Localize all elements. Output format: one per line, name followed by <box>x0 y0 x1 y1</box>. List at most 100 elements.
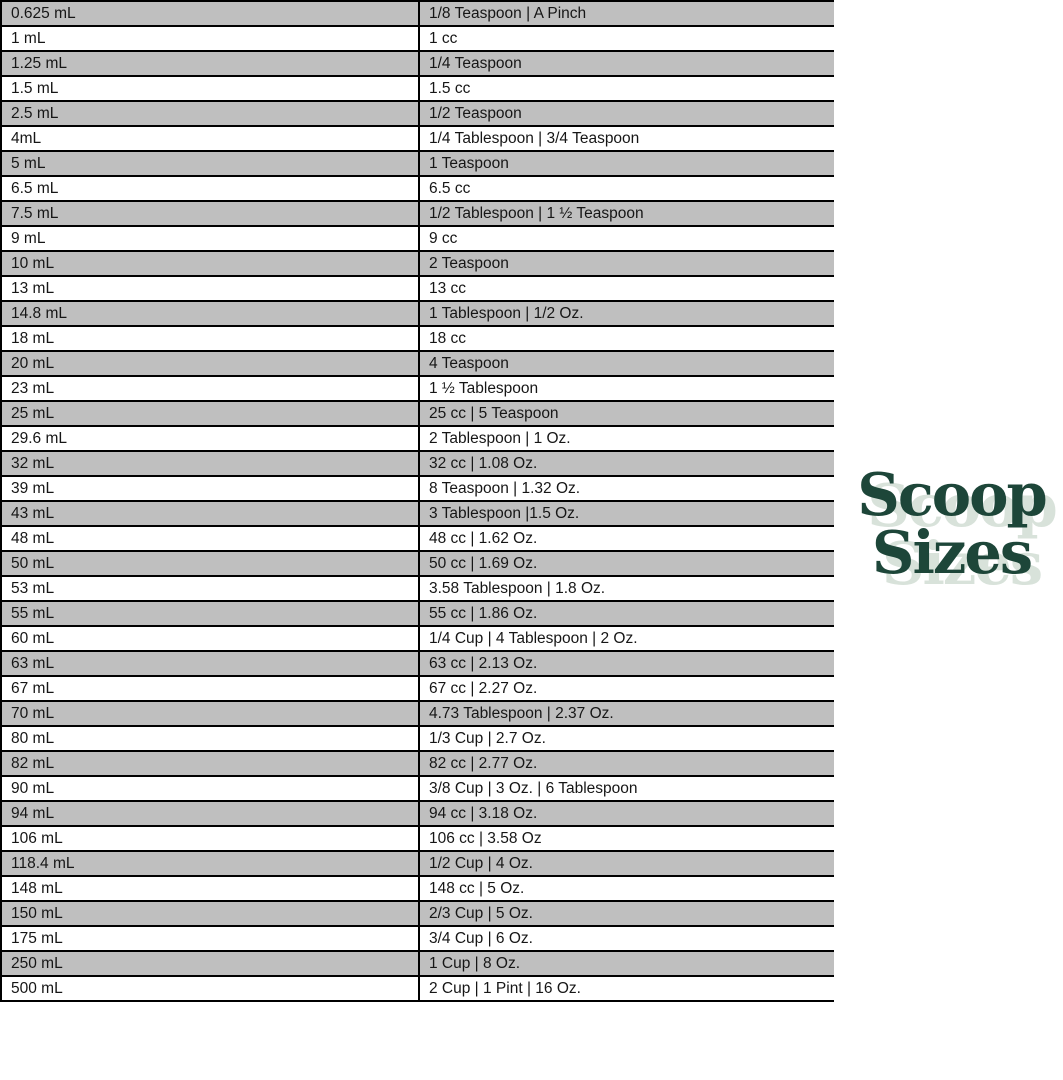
ml-cell: 90 mL <box>0 775 420 802</box>
equivalent-cell: 4 Teaspoon <box>418 350 834 377</box>
ml-cell: 150 mL <box>0 900 420 927</box>
table-row: 118.4 mL 1/2 Cup | 4 Oz. <box>0 850 834 877</box>
equivalent-cell: 32 cc | 1.08 Oz. <box>418 450 834 477</box>
equivalent-cell: 13 cc <box>418 275 834 302</box>
ml-cell: 48 mL <box>0 525 420 552</box>
ml-cell: 23 mL <box>0 375 420 402</box>
ml-cell: 1.25 mL <box>0 50 420 77</box>
equivalent-cell: 1 Tablespoon | 1/2 Oz. <box>418 300 834 327</box>
table-row: 500 mL 2 Cup | 1 Pint | 16 Oz. <box>0 975 834 1002</box>
table-row: 5 mL 1 Teaspoon <box>0 150 834 177</box>
table-row: 1.5 mL 1.5 cc <box>0 75 834 102</box>
table-row: 39 mL 8 Teaspoon | 1.32 Oz. <box>0 475 834 502</box>
ml-cell: 2.5 mL <box>0 100 420 127</box>
ml-cell: 6.5 mL <box>0 175 420 202</box>
equivalent-cell: 1.5 cc <box>418 75 834 102</box>
table-row: 43 mL 3 Tablespoon |1.5 Oz. <box>0 500 834 527</box>
scoop-size-conversion-table: 0.625 mL 1/8 Teaspoon | A Pinch 1 mL 1 c… <box>0 0 834 1002</box>
ml-cell: 32 mL <box>0 450 420 477</box>
equivalent-cell: 48 cc | 1.62 Oz. <box>418 525 834 552</box>
equivalent-cell: 6.5 cc <box>418 175 834 202</box>
equivalent-cell: 25 cc | 5 Teaspoon <box>418 400 834 427</box>
table-row: 148 mL 148 cc | 5 Oz. <box>0 875 834 902</box>
table-row: 60 mL 1/4 Cup | 4 Tablespoon | 2 Oz. <box>0 625 834 652</box>
table-row: 14.8 mL 1 Tablespoon | 1/2 Oz. <box>0 300 834 327</box>
equivalent-cell: 9 cc <box>418 225 834 252</box>
table-row: 106 mL 106 cc | 3.58 Oz <box>0 825 834 852</box>
table-row: 80 mL 1/3 Cup | 2.7 Oz. <box>0 725 834 752</box>
ml-cell: 500 mL <box>0 975 420 1002</box>
ml-cell: 43 mL <box>0 500 420 527</box>
table-row: 82 mL 82 cc | 2.77 Oz. <box>0 750 834 777</box>
table-row: 29.6 mL 2 Tablespoon | 1 Oz. <box>0 425 834 452</box>
ml-cell: 25 mL <box>0 400 420 427</box>
equivalent-cell: 1 Teaspoon <box>418 150 834 177</box>
ml-cell: 67 mL <box>0 675 420 702</box>
table-row: 175 mL 3/4 Cup | 6 Oz. <box>0 925 834 952</box>
ml-cell: 175 mL <box>0 925 420 952</box>
ml-cell: 14.8 mL <box>0 300 420 327</box>
conversion-table-body: 0.625 mL 1/8 Teaspoon | A Pinch 1 mL 1 c… <box>0 0 834 1002</box>
ml-cell: 250 mL <box>0 950 420 977</box>
equivalent-cell: 1/4 Tablespoon | 3/4 Teaspoon <box>418 125 834 152</box>
equivalent-cell: 3/4 Cup | 6 Oz. <box>418 925 834 952</box>
equivalent-cell: 1/4 Teaspoon <box>418 50 834 77</box>
table-row: 50 mL 50 cc | 1.69 Oz. <box>0 550 834 577</box>
scoop-sizes-logo: Scoop Sizes <box>840 460 1063 587</box>
equivalent-cell: 1/8 Teaspoon | A Pinch <box>418 0 834 27</box>
logo-line-2: Sizes <box>871 517 1033 587</box>
equivalent-cell: 4.73 Tablespoon | 2.37 Oz. <box>418 700 834 727</box>
ml-cell: 7.5 mL <box>0 200 420 227</box>
ml-cell: 18 mL <box>0 325 420 352</box>
table-row: 48 mL 48 cc | 1.62 Oz. <box>0 525 834 552</box>
table-row: 13 mL 13 cc <box>0 275 834 302</box>
equivalent-cell: 2 Tablespoon | 1 Oz. <box>418 425 834 452</box>
equivalent-cell: 1/4 Cup | 4 Tablespoon | 2 Oz. <box>418 625 834 652</box>
ml-cell: 29.6 mL <box>0 425 420 452</box>
equivalent-cell: 148 cc | 5 Oz. <box>418 875 834 902</box>
table-row: 250 mL 1 Cup | 8 Oz. <box>0 950 834 977</box>
table-row: 53 mL 3.58 Tablespoon | 1.8 Oz. <box>0 575 834 602</box>
ml-cell: 10 mL <box>0 250 420 277</box>
equivalent-cell: 3 Tablespoon |1.5 Oz. <box>418 500 834 527</box>
ml-cell: 50 mL <box>0 550 420 577</box>
table-row: 67 mL 67 cc | 2.27 Oz. <box>0 675 834 702</box>
table-row: 18 mL 18 cc <box>0 325 834 352</box>
table-row: 94 mL 94 cc | 3.18 Oz. <box>0 800 834 827</box>
ml-cell: 82 mL <box>0 750 420 777</box>
equivalent-cell: 1/2 Tablespoon | 1 ½ Teaspoon <box>418 200 834 227</box>
ml-cell: 0.625 mL <box>0 0 420 27</box>
ml-cell: 118.4 mL <box>0 850 420 877</box>
equivalent-cell: 1 Cup | 8 Oz. <box>418 950 834 977</box>
ml-cell: 63 mL <box>0 650 420 677</box>
logo-line-1: Scoop <box>857 460 1048 529</box>
table-row: 32 mL 32 cc | 1.08 Oz. <box>0 450 834 477</box>
equivalent-cell: 2 Cup | 1 Pint | 16 Oz. <box>418 975 834 1002</box>
table-row: 63 mL 63 cc | 2.13 Oz. <box>0 650 834 677</box>
table-row: 1.25 mL 1/4 Teaspoon <box>0 50 834 77</box>
ml-cell: 94 mL <box>0 800 420 827</box>
table-row: 1 mL 1 cc <box>0 25 834 52</box>
equivalent-cell: 63 cc | 2.13 Oz. <box>418 650 834 677</box>
table-row: 6.5 mL 6.5 cc <box>0 175 834 202</box>
table-row: 4mL 1/4 Tablespoon | 3/4 Teaspoon <box>0 125 834 152</box>
equivalent-cell: 18 cc <box>418 325 834 352</box>
equivalent-cell: 94 cc | 3.18 Oz. <box>418 800 834 827</box>
table-row: 55 mL 55 cc | 1.86 Oz. <box>0 600 834 627</box>
ml-cell: 1.5 mL <box>0 75 420 102</box>
table-row: 23 mL 1 ½ Tablespoon <box>0 375 834 402</box>
table-row: 2.5 mL 1/2 Teaspoon <box>0 100 834 127</box>
ml-cell: 1 mL <box>0 25 420 52</box>
table-row: 70 mL 4.73 Tablespoon | 2.37 Oz. <box>0 700 834 727</box>
table-row: 20 mL 4 Teaspoon <box>0 350 834 377</box>
equivalent-cell: 67 cc | 2.27 Oz. <box>418 675 834 702</box>
ml-cell: 5 mL <box>0 150 420 177</box>
table-row: 0.625 mL 1/8 Teaspoon | A Pinch <box>0 0 834 27</box>
equivalent-cell: 8 Teaspoon | 1.32 Oz. <box>418 475 834 502</box>
table-row: 7.5 mL 1/2 Tablespoon | 1 ½ Teaspoon <box>0 200 834 227</box>
ml-cell: 106 mL <box>0 825 420 852</box>
equivalent-cell: 50 cc | 1.69 Oz. <box>418 550 834 577</box>
equivalent-cell: 1/2 Teaspoon <box>418 100 834 127</box>
ml-cell: 80 mL <box>0 725 420 752</box>
ml-cell: 148 mL <box>0 875 420 902</box>
